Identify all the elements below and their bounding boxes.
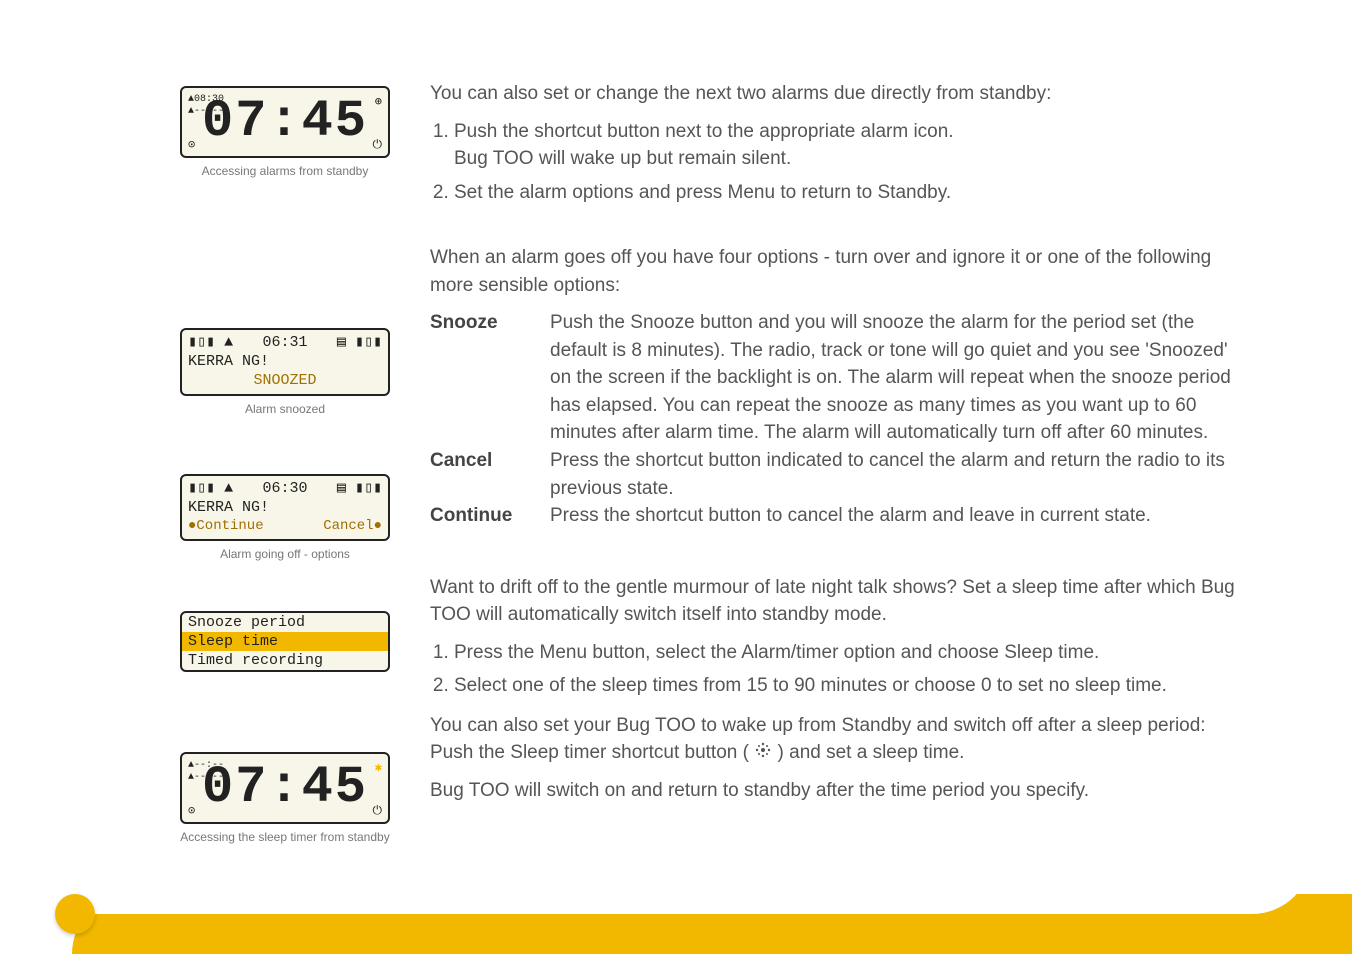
fig-going-off: ▮▯▮ ▲ 06:30 ▤ ▮▯▮ KERRA NG! ●Continue Ca… bbox=[160, 468, 410, 571]
corner-bl-icon: ⊙ bbox=[188, 137, 195, 152]
intro-standby-set: You can also set or change the next two … bbox=[430, 80, 1252, 108]
status-right: ▤ ▮▯▮ bbox=[337, 480, 382, 499]
menu-item-sleep-time: Sleep time bbox=[182, 632, 388, 651]
status-left: ▮▯▮ ▲ bbox=[188, 480, 233, 499]
alarm-b-indicator: ▲--:-- bbox=[188, 106, 224, 118]
sleep-extra-1b: ) and set a sleep time. bbox=[778, 742, 965, 763]
alarm-b-indicator: ▲--:-- bbox=[188, 772, 224, 784]
sleep-shortcut-para: You can also set your Bug TOO to wake up… bbox=[430, 712, 1252, 767]
corner-bl-icon: ⊙ bbox=[188, 803, 195, 818]
corner-br-icon: ⏻ bbox=[373, 804, 383, 818]
alarm-options-table: Snooze Push the Snooze button and you wi… bbox=[430, 309, 1252, 529]
sleep-extra-2: Bug TOO will switch on and return to sta… bbox=[430, 777, 1252, 805]
continue-softkey: ●Continue bbox=[188, 518, 264, 536]
lcd-snoozed: ▮▯▮ ▲ 06:31 ▤ ▮▯▮ KERRA NG! SNOOZED bbox=[180, 328, 390, 396]
alarm-a-indicator: ▲08:30 bbox=[188, 94, 224, 106]
step-2: Set the alarm options and press Menu to … bbox=[454, 179, 1252, 207]
lcd-standby-alarms: ▲08:30 ▲--:-- ⊕ 07:45 ⊙ ⏻ bbox=[180, 86, 390, 158]
opt-continue-label: Continue bbox=[430, 502, 540, 530]
caption-snoozed: Alarm snoozed bbox=[245, 402, 325, 416]
fig-standby-sleep: ▲--:-- ▲--:-- ✱ 07:45 ⊙ ⏻ Accessing the … bbox=[160, 746, 410, 854]
sleep-shortcut-icon: ✱ bbox=[375, 760, 382, 775]
opt-continue-desc: Press the shortcut button to cancel the … bbox=[550, 502, 1252, 530]
opt-snooze-desc: Push the Snooze button and you will snoo… bbox=[550, 309, 1252, 447]
lcd-standby-sleep: ▲--:-- ▲--:-- ✱ 07:45 ⊙ ⏻ bbox=[180, 752, 390, 824]
opt-cancel-label: Cancel bbox=[430, 447, 540, 502]
status-right: ▤ ▮▯▮ bbox=[337, 334, 382, 353]
lcd-menu-sleep: Snooze period Sleep time Timed recording bbox=[180, 611, 390, 672]
alarm-a-indicator: ▲--:-- bbox=[188, 760, 224, 772]
sleep-timer-icon bbox=[754, 740, 772, 768]
lcd-going-off: ▮▯▮ ▲ 06:30 ▤ ▮▯▮ KERRA NG! ●Continue Ca… bbox=[180, 474, 390, 541]
alarm-options-intro: When an alarm goes off you have four opt… bbox=[430, 244, 1252, 299]
page-tab-marker bbox=[55, 894, 95, 934]
cancel-softkey: Cancel● bbox=[323, 518, 382, 536]
steps-standby-set: Push the shortcut button next to the app… bbox=[454, 118, 1252, 207]
menu-item-snooze-period: Snooze period bbox=[182, 613, 388, 632]
fig-menu-sleep: Snooze period Sleep time Timed recording bbox=[160, 605, 410, 672]
steps-sleep: Press the Menu button, select the Alarm/… bbox=[454, 639, 1252, 700]
fig-standby-alarms: ▲08:30 ▲--:-- ⊕ 07:45 ⊙ ⏻ Accessing alar… bbox=[160, 80, 410, 188]
page-surface: ▲08:30 ▲--:-- ⊕ 07:45 ⊙ ⏻ Accessing alar… bbox=[40, 30, 1312, 914]
clock-time-small: 06:31 bbox=[262, 334, 307, 353]
corner-br-icon: ⏻ bbox=[373, 138, 383, 152]
corner-tr-icon: ⊕ bbox=[375, 94, 382, 109]
caption-standby-alarms: Accessing alarms from standby bbox=[202, 164, 369, 178]
menu-item-timed-recording: Timed recording bbox=[182, 651, 388, 670]
fig-snoozed: ▮▯▮ ▲ 06:31 ▤ ▮▯▮ KERRA NG! SNOOZED Alar… bbox=[160, 322, 410, 426]
caption-going-off: Alarm going off - options bbox=[220, 547, 350, 561]
sleep-intro: Want to drift off to the gentle murmour … bbox=[430, 574, 1252, 629]
clock-time-small: 06:30 bbox=[262, 480, 307, 499]
sleep-step-2: Select one of the sleep times from 15 to… bbox=[454, 672, 1252, 700]
snoozed-state: SNOOZED bbox=[188, 372, 382, 391]
status-left: ▮▯▮ ▲ bbox=[188, 334, 233, 353]
sleep-step-1: Press the Menu button, select the Alarm/… bbox=[454, 639, 1252, 667]
step-1b: Bug TOO will wake up but remain silent. bbox=[454, 148, 791, 169]
opt-cancel-desc: Press the shortcut button indicated to c… bbox=[550, 447, 1252, 502]
opt-snooze-label: Snooze bbox=[430, 309, 540, 447]
step-1a: Push the shortcut button next to the app… bbox=[454, 121, 954, 142]
station-name: KERRA NG! bbox=[188, 353, 382, 372]
caption-standby-sleep: Accessing the sleep timer from standby bbox=[180, 830, 389, 844]
station-name: KERRA NG! bbox=[188, 499, 382, 518]
